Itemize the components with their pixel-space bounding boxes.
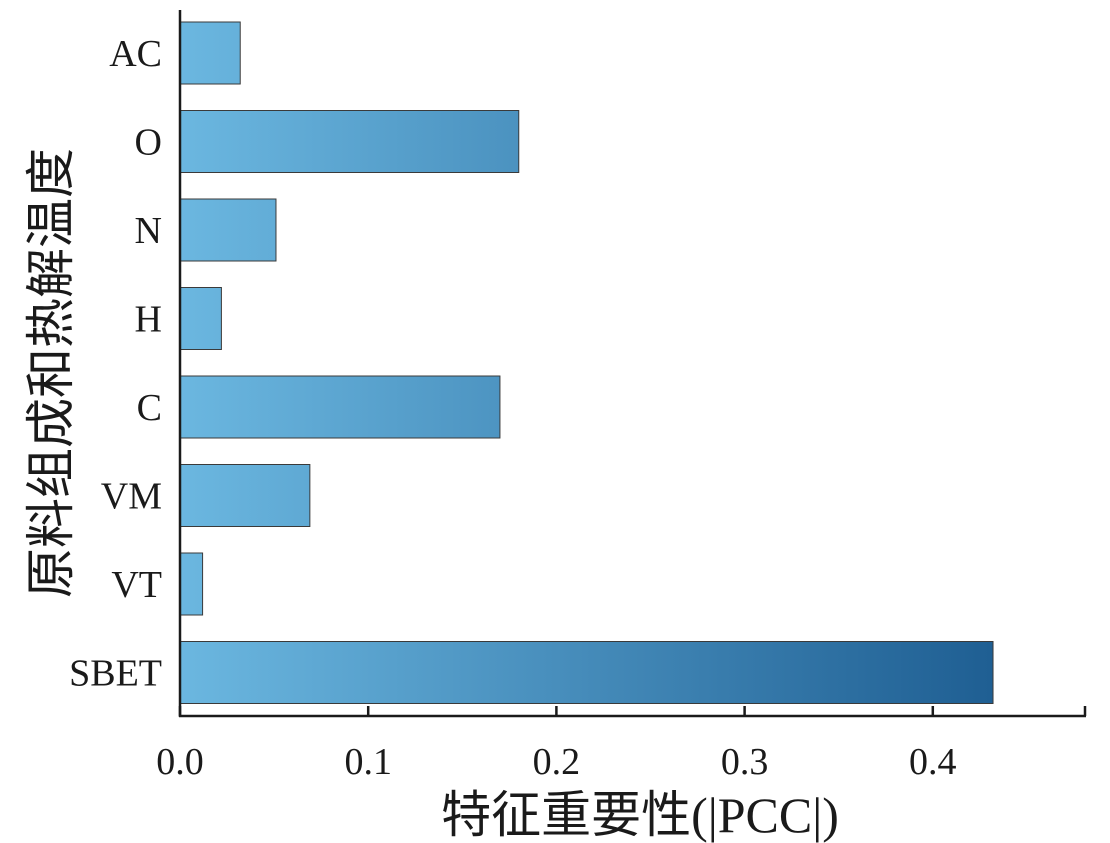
bar-h: [179, 287, 222, 350]
bar-vm: [179, 464, 311, 527]
category-label-ac: AC: [109, 33, 162, 75]
category-label-n: N: [135, 210, 162, 252]
x-tick-label: 0.4: [909, 741, 957, 783]
bar-o: [179, 110, 520, 173]
bar-vt: [179, 552, 204, 616]
bar-ac: [179, 21, 241, 85]
bar-c: [179, 375, 501, 439]
x-tick-label: 0.0: [156, 741, 204, 783]
x-ticks: 0.0 0.1 0.2 0.3 0.4: [156, 706, 1087, 783]
category-label-o: O: [135, 122, 162, 164]
x-tick-label: 0.2: [533, 741, 581, 783]
bar-n: [179, 198, 277, 262]
category-label-sbet: SBET: [69, 653, 162, 695]
x-tick-label: 0.3: [721, 741, 769, 783]
bars-group: [179, 21, 994, 704]
category-label-vt: VT: [111, 564, 162, 606]
category-labels: AC O N H C VM VT SBET: [69, 33, 162, 695]
y-axis-title: 原料组成和热解温度: [23, 148, 79, 598]
category-label-vm: VM: [101, 476, 162, 518]
bar-sbet: [179, 641, 994, 704]
x-axis-title: 特征重要性(|PCC|): [441, 787, 839, 843]
x-tick-label: 0.1: [344, 741, 392, 783]
category-label-c: C: [137, 387, 162, 429]
category-label-h: H: [135, 299, 162, 341]
